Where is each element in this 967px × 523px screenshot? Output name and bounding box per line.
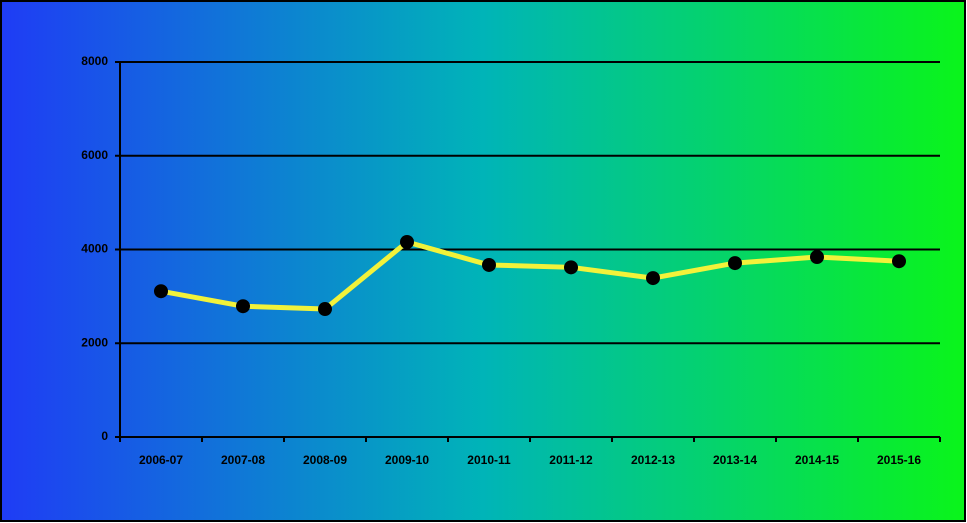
data-point	[892, 254, 906, 269]
data-point	[564, 260, 578, 275]
data-point	[236, 299, 250, 314]
x-tick-label: 2015-16	[877, 453, 921, 467]
x-tick-label: 2012-13	[631, 453, 675, 467]
y-tick-label: 4000	[81, 242, 108, 256]
y-tick-label: 6000	[81, 148, 108, 162]
x-tick-label: 2010-11	[467, 453, 511, 467]
x-tick-label: 2009-10	[385, 453, 429, 467]
y-tick-label: 8000	[81, 54, 108, 68]
x-tick-label: 2007-08	[221, 453, 265, 467]
x-tick-label: 2008-09	[303, 453, 347, 467]
y-tick-label: 2000	[81, 335, 108, 349]
data-point	[400, 235, 414, 249]
data-point	[482, 257, 496, 272]
x-tick-label: 2013-14	[713, 453, 757, 467]
data-point	[810, 250, 824, 264]
data-point	[728, 256, 742, 271]
data-line	[160, 239, 900, 312]
x-tick-label: 2011-12	[549, 453, 593, 467]
x-tick-label: 2014-15	[795, 453, 839, 467]
x-tick-label: 2006-07	[139, 453, 183, 467]
data-point	[646, 271, 660, 286]
data-point	[154, 284, 168, 299]
y-tick-label: 0	[101, 429, 108, 443]
data-point	[318, 302, 332, 317]
